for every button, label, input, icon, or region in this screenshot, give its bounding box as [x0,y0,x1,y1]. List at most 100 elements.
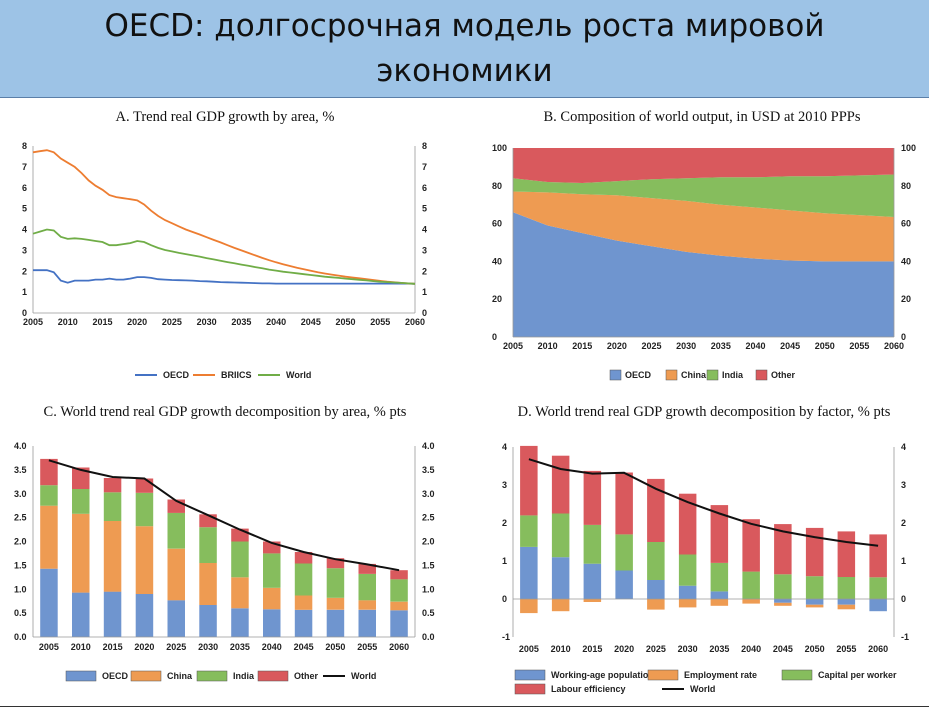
legend-swatch [609,369,622,381]
y-tick-label-right: 7 [422,162,427,172]
bar-segment [135,492,154,527]
bar-segment [647,478,665,542]
x-tick-label: 2010 [71,642,91,652]
chart-d-growth-by-factor: D. World trend real GDP growth decomposi… [502,404,909,695]
world-line [528,458,879,547]
bar-segment [710,591,729,599]
legend-label: China [681,370,707,380]
chart-c-panel: C. World trend real GDP growth decomposi… [0,395,464,700]
bar-segment [358,600,376,610]
legend-swatch [257,670,289,682]
y-tick-label-right: 4.0 [422,441,435,451]
legend-swatch [514,669,546,681]
chart-c-growth-by-area: C. World trend real GDP growth decomposi… [14,404,435,682]
x-tick-label: 2060 [884,341,904,351]
x-tick-label: 2010 [538,341,558,351]
bar-segment [40,568,58,637]
x-tick-label: 2020 [134,642,154,652]
x-tick-label: 2030 [678,644,698,654]
legend-swatch [196,670,228,682]
x-tick-label: 2055 [357,642,377,652]
x-tick-label: 2030 [676,341,696,351]
x-tick-label: 2040 [741,644,761,654]
bar-segment [72,489,90,514]
bar-segment [774,599,792,603]
bar-segment [390,570,408,580]
legend-label: China [167,671,193,681]
y-tick-label-left: 8 [22,141,27,151]
x-tick-label: 2020 [614,644,634,654]
bar-segment [199,563,217,605]
legend-swatch [706,369,719,381]
y-tick-label-left: 1.5 [14,560,27,570]
y-tick-label-left: 60 [492,219,502,229]
x-tick-label: 2020 [607,341,627,351]
bar-segment [869,577,887,599]
x-tick-label: 2045 [780,341,800,351]
y-tick-label-right: 20 [901,294,911,304]
y-tick-label-right: 1.5 [422,560,435,570]
y-tick-label-left: 1 [22,287,27,297]
x-tick-label: 2010 [551,644,571,654]
x-tick-label: 2015 [582,644,602,654]
bar-segment [135,478,154,493]
x-tick-label: 2035 [231,317,251,327]
legend-swatch [514,683,546,695]
legend-swatch [665,369,678,381]
legend-label: Other [294,671,319,681]
bar-segment [742,571,760,599]
x-tick-label: 2020 [127,317,147,327]
bar-segment [326,609,345,637]
legend-swatch [65,670,97,682]
legend-swatch [781,669,813,681]
area-other [513,148,894,183]
legend-label: World [690,684,715,694]
y-tick-label-right: 3.0 [422,489,435,499]
bar-segment [837,577,856,599]
series-line-briics [32,149,416,285]
y-tick-label-right: 6 [422,183,427,193]
bar-segment [390,601,408,611]
bar-segment [551,599,570,612]
bar-segment [678,585,697,599]
bar-segment [103,521,122,592]
bar-segment [103,591,122,637]
area-china [513,191,894,262]
bar-segment [837,604,856,610]
bar-segment [40,458,58,486]
bar-segment [647,542,665,580]
x-tick-label: 2060 [868,644,888,654]
y-tick-label-right: 2.0 [422,537,435,547]
x-tick-label: 2010 [58,317,78,327]
bar-segment [774,602,792,606]
chart-title: D. World trend real GDP growth decomposi… [518,404,891,420]
bar-segment [390,579,408,602]
bar-segment [40,485,58,506]
x-tick-label: 2045 [773,644,793,654]
x-tick-label: 2035 [230,642,250,652]
x-tick-label: 2025 [166,642,186,652]
bar-segment [199,527,217,563]
y-tick-label-left: 0.5 [14,608,27,618]
bar-segment [678,599,697,608]
bar-segment [294,552,313,564]
bar-segment [774,574,792,599]
area-india [513,174,894,217]
bar-segment [869,534,887,578]
y-tick-label-right: 3.5 [422,465,435,475]
bar-segment [263,609,281,637]
bar-segment [72,592,90,637]
bar-segment [710,562,729,592]
x-tick-label: 2040 [262,642,282,652]
x-tick-label: 2055 [849,341,869,351]
y-tick-label-left: 5 [22,204,27,214]
y-tick-label-right: 5 [422,204,427,214]
bar-segment [231,608,249,637]
y-tick-label-left: 2.0 [14,537,27,547]
bar-segment [167,512,185,549]
legend-label: World [286,370,311,380]
x-tick-label: 2025 [646,644,666,654]
y-tick-label-left: 0 [22,308,27,318]
x-tick-label: 2015 [572,341,592,351]
legend-label: Working-age population [551,670,654,680]
